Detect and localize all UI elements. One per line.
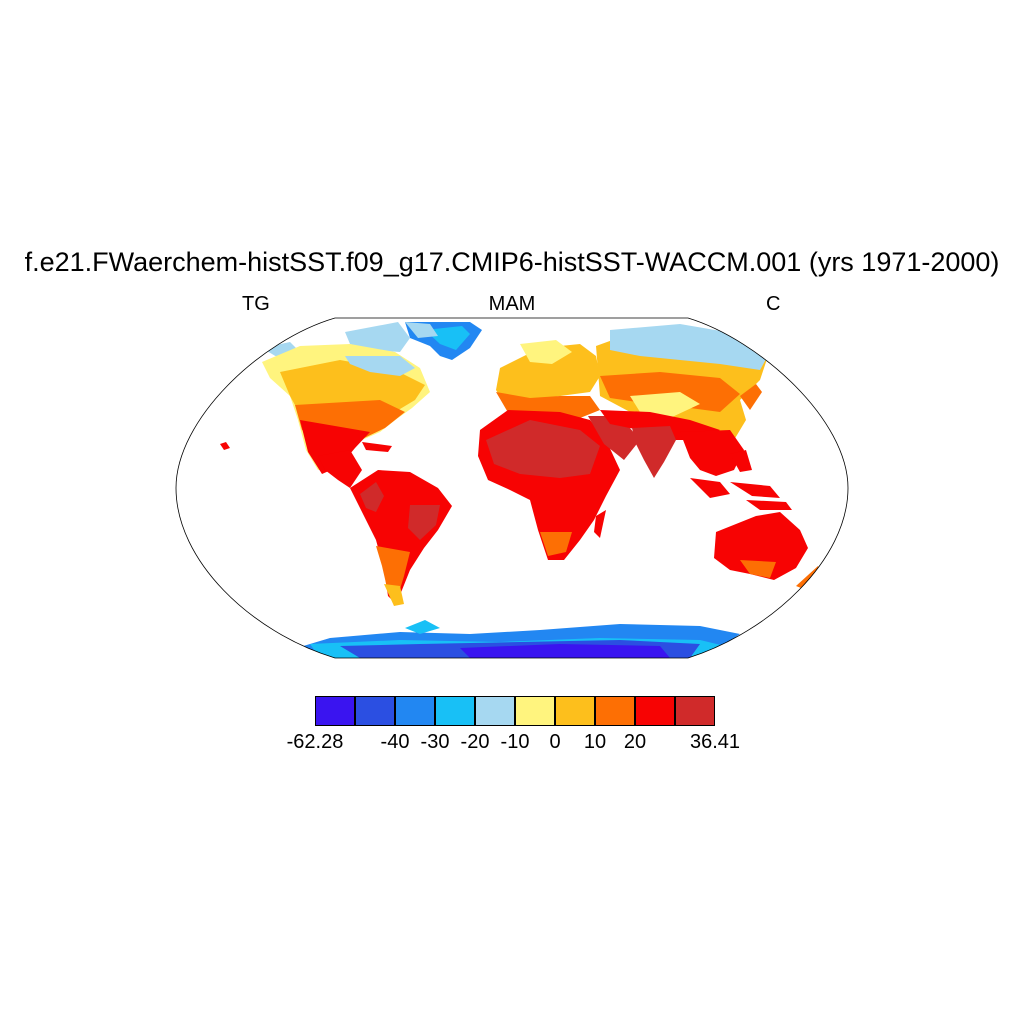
colorbar-label: -20 <box>460 731 490 753</box>
colorbar-label: -30 <box>420 731 450 753</box>
colorbar-swatch <box>475 696 515 726</box>
colorbar-label: 10 <box>583 731 607 753</box>
colorbar-swatch <box>635 696 675 726</box>
australia <box>714 512 808 580</box>
plot-title: f.e21.FWaerchem-histSST.f09_g17.CMIP6-hi… <box>24 247 1000 277</box>
variable-label: TG <box>242 293 270 315</box>
europe <box>496 344 600 404</box>
colorbar-swatch <box>395 696 435 726</box>
india <box>632 426 676 478</box>
colorbar-swatch <box>675 696 715 726</box>
colorbar-label: 36.41 <box>689 731 741 753</box>
colorbar-label: -10 <box>500 731 530 753</box>
colorbar-label: 20 <box>623 731 647 753</box>
colorbar-label: -62.28 <box>286 731 344 753</box>
colorbar-swatch <box>355 696 395 726</box>
colorbar-label: -40 <box>380 731 410 753</box>
colorbar-swatch <box>435 696 475 726</box>
colorbar-swatch <box>515 696 555 726</box>
colorbar-label: 0 <box>549 731 561 753</box>
map-outline <box>175 317 849 659</box>
colorbar-swatch <box>595 696 635 726</box>
colorbar-swatch <box>555 696 595 726</box>
season-label: MAM <box>488 293 536 315</box>
colorbar-swatch <box>315 696 355 726</box>
land-layer <box>220 322 822 658</box>
units-label: C <box>766 293 781 315</box>
